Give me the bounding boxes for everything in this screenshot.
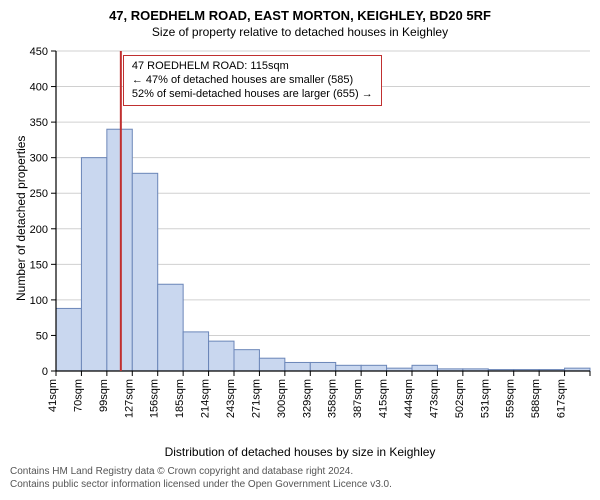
svg-text:250: 250	[30, 188, 48, 200]
svg-text:415sqm: 415sqm	[378, 379, 390, 418]
svg-text:185sqm: 185sqm	[174, 379, 186, 418]
svg-text:300sqm: 300sqm	[276, 379, 288, 418]
chart-title: 47, ROEDHELM ROAD, EAST MORTON, KEIGHLEY…	[0, 0, 600, 23]
svg-text:450: 450	[30, 46, 48, 58]
y-axis-label: Number of detached properties	[14, 136, 28, 301]
svg-text:350: 350	[30, 117, 48, 129]
svg-text:70sqm: 70sqm	[72, 379, 84, 412]
svg-text:387sqm: 387sqm	[352, 379, 364, 418]
svg-text:531sqm: 531sqm	[479, 379, 491, 418]
infobox-line3: 52% of semi-detached houses are larger (…	[132, 88, 373, 102]
svg-text:444sqm: 444sqm	[403, 379, 415, 418]
svg-text:559sqm: 559sqm	[505, 379, 517, 418]
svg-text:50: 50	[36, 330, 48, 342]
svg-text:99sqm: 99sqm	[98, 379, 110, 412]
svg-text:243sqm: 243sqm	[225, 379, 237, 418]
footer-line2: Contains public sector information licen…	[10, 478, 590, 491]
chart-area: 0 50 100 150 200 250 300 350 400 450 41sqm 70sqm 99s…	[0, 45, 600, 443]
svg-text:214sqm: 214sqm	[200, 379, 212, 418]
x-axis-label: Distribution of detached houses by size …	[0, 443, 600, 459]
attribution-footer: Contains HM Land Registry data © Crown c…	[0, 459, 600, 491]
svg-text:588sqm: 588sqm	[530, 379, 542, 418]
footer-line1: Contains HM Land Registry data © Crown c…	[10, 465, 590, 478]
svg-text:617sqm: 617sqm	[556, 379, 568, 418]
svg-text:358sqm: 358sqm	[327, 379, 339, 418]
svg-text:271sqm: 271sqm	[250, 379, 262, 418]
highlight-infobox: 47 ROEDHELM ROAD: 115sqm ← 47% of detach…	[123, 55, 382, 106]
svg-text:473sqm: 473sqm	[428, 379, 440, 418]
svg-text:200: 200	[30, 224, 48, 236]
svg-text:329sqm: 329sqm	[301, 379, 313, 418]
svg-text:100: 100	[30, 295, 48, 307]
svg-text:300: 300	[30, 153, 48, 165]
svg-text:156sqm: 156sqm	[149, 379, 161, 418]
svg-text:127sqm: 127sqm	[123, 379, 135, 418]
infobox-line1: 47 ROEDHELM ROAD: 115sqm	[132, 60, 373, 74]
svg-text:150: 150	[30, 259, 48, 271]
svg-text:400: 400	[30, 82, 48, 94]
svg-text:41sqm: 41sqm	[47, 379, 59, 412]
infobox-line2: ← 47% of detached houses are smaller (58…	[132, 74, 373, 88]
svg-text:502sqm: 502sqm	[454, 379, 466, 418]
chart-subtitle: Size of property relative to detached ho…	[0, 23, 600, 45]
svg-text:0: 0	[42, 366, 48, 378]
